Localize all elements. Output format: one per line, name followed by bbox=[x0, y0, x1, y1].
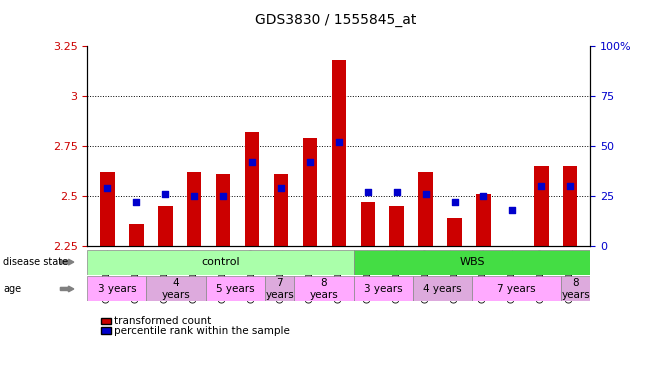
Bar bbox=[274, 174, 289, 246]
Text: 3 years: 3 years bbox=[97, 284, 136, 294]
Bar bbox=[331, 60, 346, 246]
Text: 8
years: 8 years bbox=[310, 278, 338, 300]
Bar bbox=[216, 174, 230, 246]
FancyBboxPatch shape bbox=[205, 276, 265, 301]
Bar bbox=[303, 138, 317, 246]
Text: 3 years: 3 years bbox=[364, 284, 403, 294]
Bar bbox=[448, 218, 462, 246]
FancyBboxPatch shape bbox=[354, 276, 413, 301]
Point bbox=[565, 183, 576, 189]
Text: 4
years: 4 years bbox=[162, 278, 191, 300]
Point bbox=[218, 193, 229, 199]
Point bbox=[478, 193, 489, 199]
FancyBboxPatch shape bbox=[472, 276, 561, 301]
FancyBboxPatch shape bbox=[87, 276, 146, 301]
Text: WBS: WBS bbox=[460, 257, 485, 267]
Point bbox=[449, 199, 460, 205]
Text: 5 years: 5 years bbox=[216, 284, 254, 294]
FancyBboxPatch shape bbox=[413, 276, 472, 301]
Bar bbox=[245, 132, 259, 246]
Bar bbox=[419, 172, 433, 246]
Text: percentile rank within the sample: percentile rank within the sample bbox=[114, 326, 290, 336]
Point bbox=[131, 199, 142, 205]
Point bbox=[362, 189, 373, 195]
FancyBboxPatch shape bbox=[354, 250, 590, 275]
Text: 7 years: 7 years bbox=[497, 284, 535, 294]
FancyBboxPatch shape bbox=[561, 276, 590, 301]
Text: disease state: disease state bbox=[3, 257, 68, 267]
Bar bbox=[130, 224, 144, 246]
Bar bbox=[563, 166, 578, 246]
Bar bbox=[505, 246, 519, 250]
Bar bbox=[476, 194, 491, 246]
Point bbox=[247, 159, 258, 165]
Point bbox=[536, 183, 547, 189]
Bar bbox=[100, 172, 115, 246]
Point bbox=[420, 191, 431, 197]
Point bbox=[391, 189, 402, 195]
Text: transformed count: transformed count bbox=[114, 316, 211, 326]
Point bbox=[160, 191, 170, 197]
Text: GDS3830 / 1555845_at: GDS3830 / 1555845_at bbox=[255, 13, 416, 27]
FancyBboxPatch shape bbox=[87, 250, 354, 275]
FancyBboxPatch shape bbox=[295, 276, 354, 301]
FancyBboxPatch shape bbox=[265, 276, 295, 301]
Text: 8
years: 8 years bbox=[562, 278, 590, 300]
Point bbox=[305, 159, 315, 165]
Text: control: control bbox=[201, 257, 240, 267]
Point bbox=[276, 185, 287, 191]
Bar bbox=[187, 172, 201, 246]
Text: 7
years: 7 years bbox=[265, 278, 294, 300]
Point bbox=[189, 193, 199, 199]
Bar bbox=[158, 206, 172, 246]
Bar bbox=[389, 206, 404, 246]
FancyBboxPatch shape bbox=[146, 276, 205, 301]
Text: 4 years: 4 years bbox=[423, 284, 462, 294]
Bar bbox=[534, 166, 549, 246]
Point bbox=[102, 185, 113, 191]
Point bbox=[507, 207, 518, 213]
Text: age: age bbox=[3, 284, 21, 294]
Bar bbox=[360, 202, 375, 246]
Point bbox=[333, 139, 344, 145]
